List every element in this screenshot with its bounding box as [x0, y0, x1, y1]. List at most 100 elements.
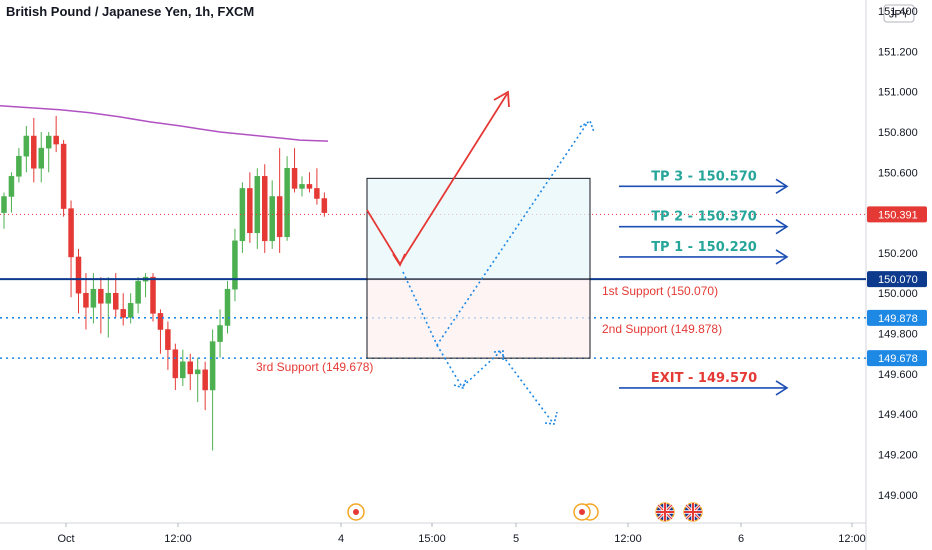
- exit-target[interactable]: EXIT - 149.570: [619, 371, 789, 396]
- candle: [31, 117, 37, 183]
- candle: [90, 273, 97, 324]
- time-axis-labels: Oct 12:00 4 15:00 5 12:00 6 12:00: [57, 523, 866, 545]
- support1-label: 1st Support (150.070): [602, 284, 718, 298]
- candle: [135, 277, 141, 314]
- candle: [75, 248, 82, 314]
- price-tag-support1: 150.070: [867, 271, 927, 288]
- alternate-path-one-arrowhead: [579, 119, 595, 133]
- candle: [299, 176, 305, 197]
- candle: [202, 361, 208, 411]
- candle: [38, 131, 44, 183]
- candle: [239, 182, 246, 253]
- candle: [172, 343, 179, 390]
- price-tick-label: 150.600: [878, 167, 918, 179]
- candle: [142, 273, 149, 298]
- currency-badge-box: [883, 4, 915, 23]
- take-profit-target[interactable]: TP 2 - 150.370: [619, 210, 789, 235]
- price-tick-label: 151.200: [878, 46, 918, 58]
- price-tag-support3: 149.678: [867, 350, 927, 367]
- time-tick-label: 5: [513, 533, 519, 545]
- event-markers[interactable]: [347, 502, 703, 522]
- candle: [1, 192, 7, 229]
- price-tick-label: 149.600: [878, 369, 918, 381]
- candle: [68, 200, 74, 298]
- target-label: TP 1 - 150.220: [651, 240, 757, 255]
- candle: [187, 353, 193, 390]
- candle: [60, 140, 67, 217]
- candle: [321, 192, 328, 217]
- candle: [16, 148, 22, 183]
- alternate-path-arrows[interactable]: [402, 119, 595, 425]
- price-tick-label: 149.800: [878, 329, 918, 341]
- candle: [8, 172, 15, 213]
- candle: [127, 293, 134, 324]
- risk-zone[interactable]: [366, 278, 591, 359]
- price-tag-label: 150.391: [878, 209, 918, 221]
- time-tick-label: 15:00: [418, 533, 446, 545]
- chart-title: British Pound / Japanese Yen, 1h, FXCM: [6, 4, 255, 19]
- alternate-path-mid-arrowhead: [493, 350, 504, 360]
- target-label: TP 2 - 150.370: [651, 210, 757, 225]
- time-tick-label: 6: [738, 533, 744, 545]
- primary-path-arrowhead: [493, 90, 510, 108]
- event-icon[interactable]: [573, 503, 599, 521]
- price-tag-label: 150.070: [878, 274, 918, 286]
- candle: [314, 168, 320, 205]
- target-arrowhead: [775, 249, 789, 265]
- uk-flag-icon[interactable]: [683, 502, 703, 522]
- profit-zone[interactable]: [366, 177, 591, 280]
- candle: [180, 349, 186, 386]
- target-arrowhead: [775, 218, 789, 235]
- candle: [262, 164, 268, 253]
- candle: [232, 228, 238, 302]
- price-tag-label: 149.678: [878, 353, 918, 365]
- price-axis-labels: 151.400151.200151.000150.800150.600150.4…: [878, 6, 918, 502]
- moving-average-line: [0, 105, 329, 142]
- price-tick-label: 150.000: [878, 288, 918, 300]
- candle: [247, 172, 253, 243]
- candle: [45, 131, 52, 173]
- candle: [276, 148, 283, 253]
- uk-flag-icon[interactable]: [655, 502, 675, 522]
- candle: [254, 168, 261, 249]
- price-tick-label: 151.400: [878, 6, 918, 18]
- target-arrowhead: [775, 178, 789, 195]
- candle: [306, 172, 313, 193]
- price-tick-label: 150.800: [878, 127, 918, 139]
- primary-path-arrow[interactable]: [366, 90, 510, 267]
- primary-path-vertex-arrowhead: [392, 253, 406, 267]
- take-profit-target[interactable]: TP 3 - 150.570: [619, 169, 789, 195]
- time-tick-label: 12:00: [164, 533, 192, 545]
- price-tag-support2: 149.878: [867, 309, 927, 326]
- candle: [105, 277, 112, 338]
- price-tick-label: 151.000: [878, 87, 918, 99]
- candle: [217, 309, 223, 358]
- take-profit-target[interactable]: TP 1 - 150.220: [619, 240, 789, 265]
- candle: [157, 309, 164, 354]
- alternate-path-low-arrowhead: [453, 378, 467, 390]
- candle: [284, 156, 290, 241]
- time-tick-label: 4: [338, 533, 344, 545]
- price-tag-label: 149.878: [878, 313, 918, 325]
- price-tag-current: 150.391: [867, 206, 927, 223]
- time-tick-label: Oct: [57, 533, 74, 545]
- candle: [120, 293, 126, 326]
- target-label: EXIT - 149.570: [651, 371, 757, 386]
- time-tick-label: 12:00: [614, 533, 642, 545]
- candle: [150, 273, 156, 322]
- price-tick-label: 149.200: [878, 449, 918, 461]
- target-labels: TP 3 - 150.570 TP 2 - 150.370 TP 1 - 150.2…: [619, 169, 789, 396]
- candle: [113, 273, 119, 318]
- support3-label: 3rd Support (149.678): [256, 360, 373, 374]
- target-arrowhead: [775, 380, 789, 396]
- currency-badge[interactable]: JPY: [883, 4, 915, 23]
- candle: [224, 281, 231, 334]
- candle: [165, 321, 171, 370]
- support2-label: 2nd Support (149.878): [602, 322, 722, 336]
- price-tags: 150.391 150.070 149.878 149.678: [867, 206, 927, 367]
- event-icon[interactable]: [347, 503, 365, 521]
- candle: [291, 148, 298, 193]
- candle: [53, 115, 59, 153]
- alternate-path-two-arrowhead: [544, 411, 558, 425]
